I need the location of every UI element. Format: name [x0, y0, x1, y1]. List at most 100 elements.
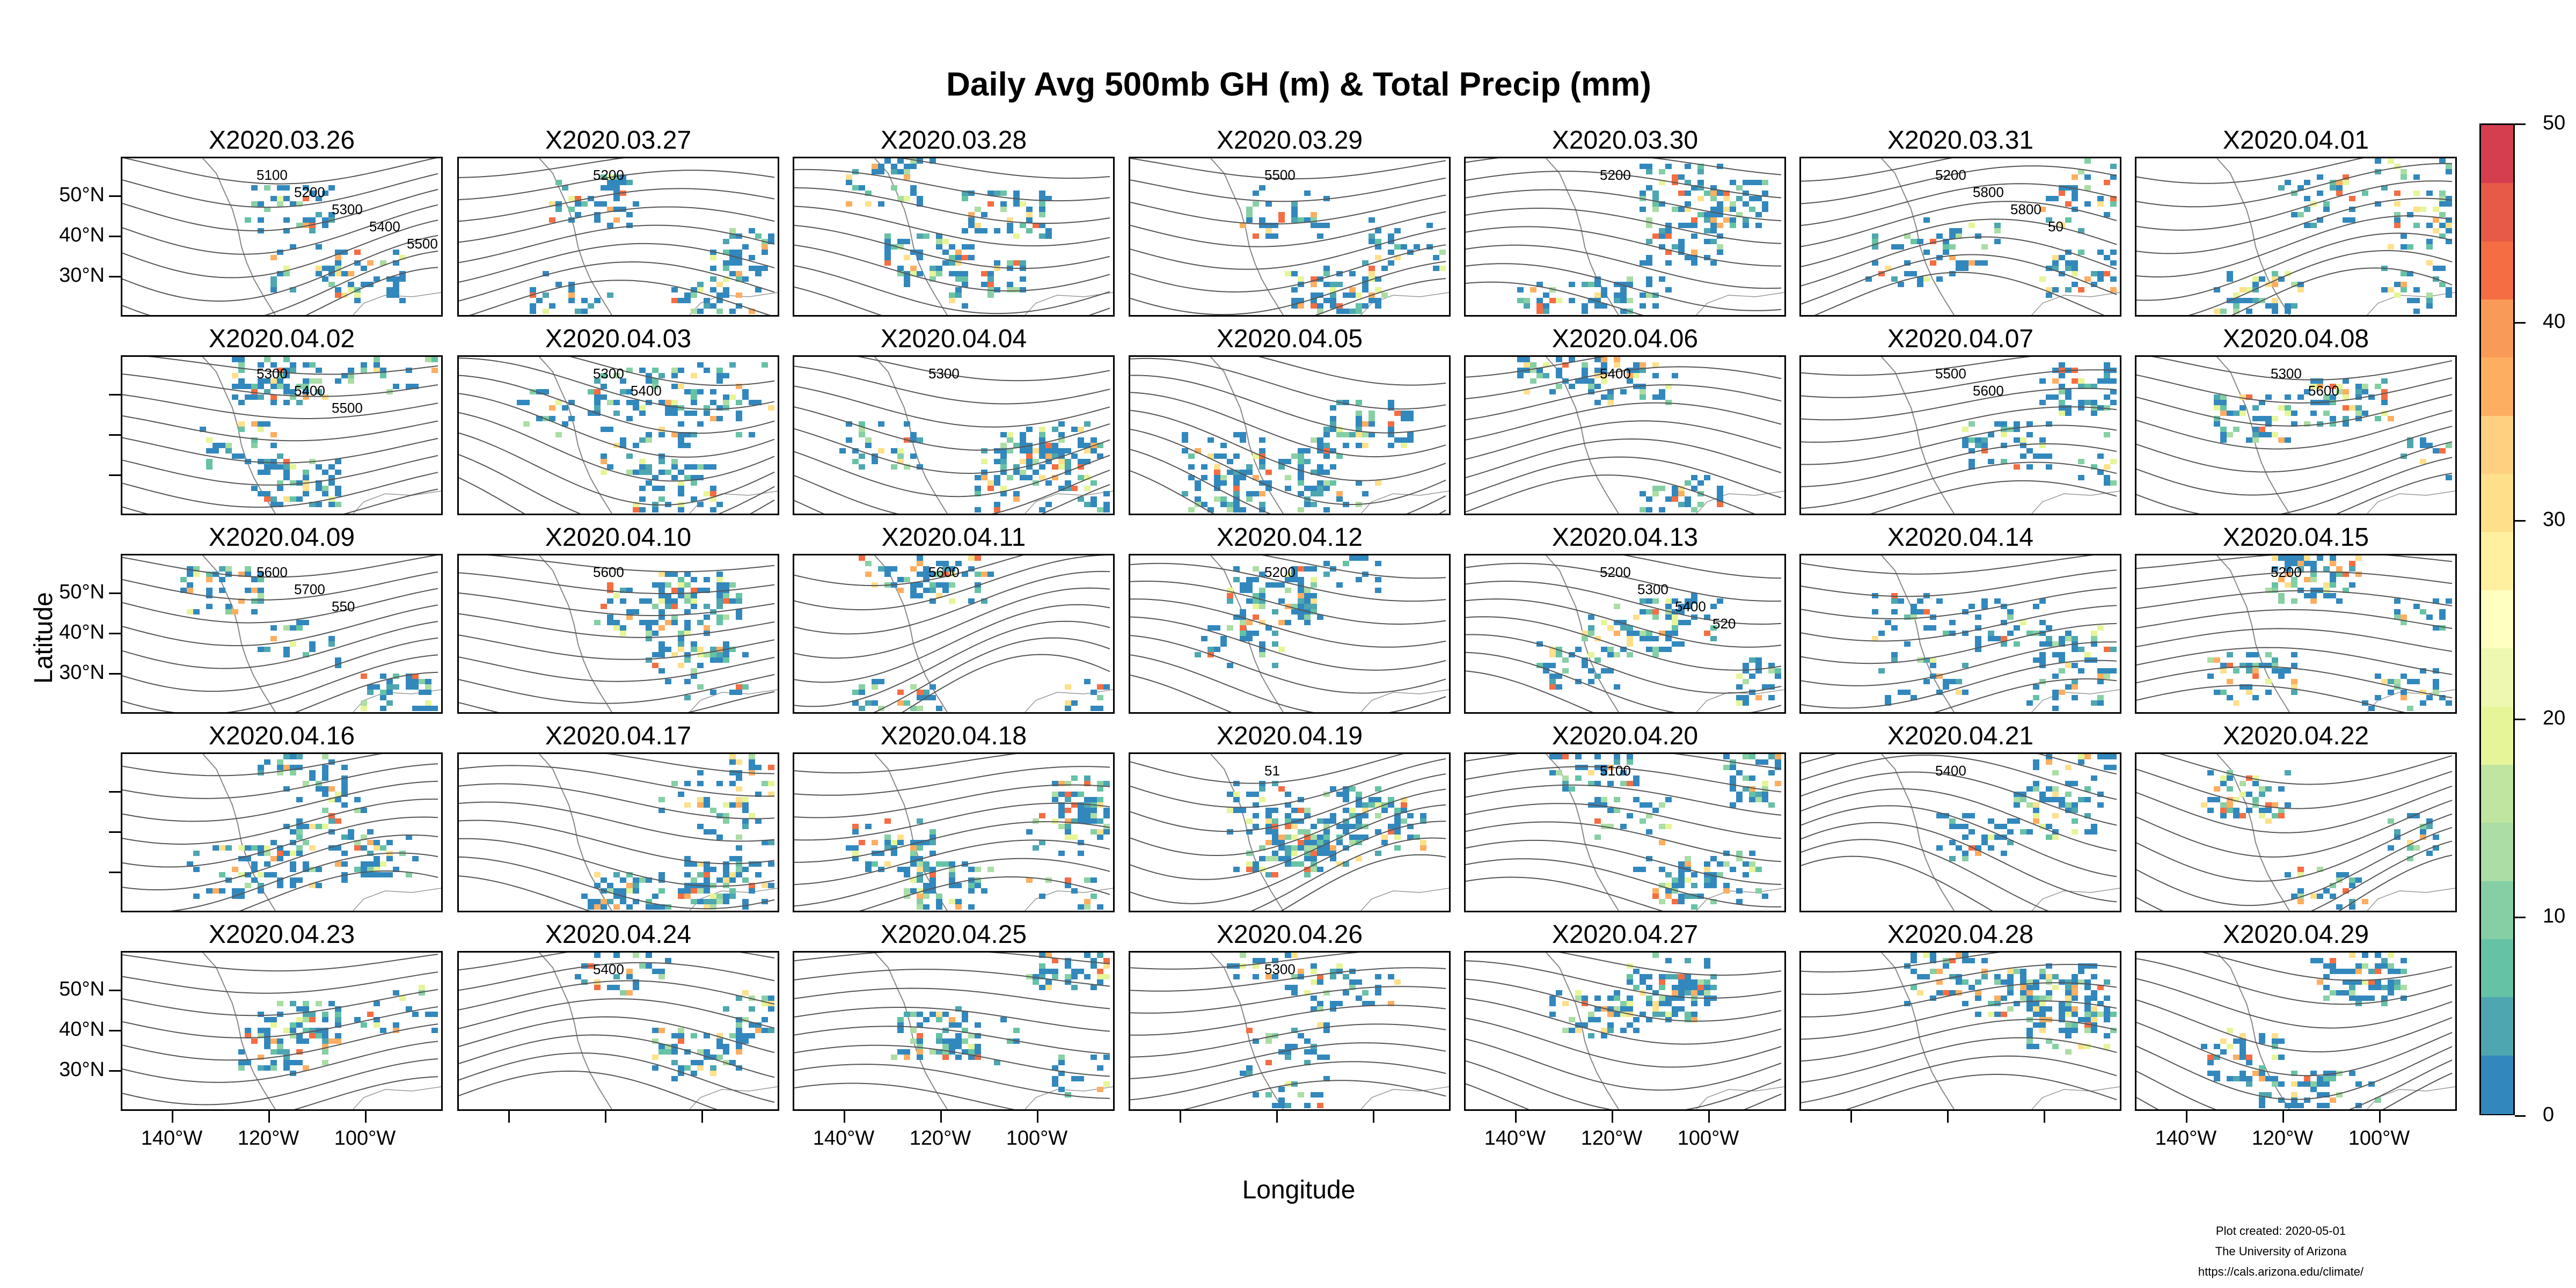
precip-cell [1691, 475, 1697, 480]
precip-cell [859, 684, 865, 690]
gh-contour [122, 571, 438, 601]
precip-cell [1943, 813, 1949, 818]
precip-cell [716, 577, 723, 582]
precip-cell [568, 217, 575, 223]
precip-cell [1039, 840, 1045, 845]
precip-cell [949, 271, 955, 276]
precip-cell [290, 1060, 296, 1065]
precip-cell [245, 1060, 251, 1065]
precip-cell [1078, 427, 1084, 432]
precip-cell [322, 792, 328, 797]
gh-contour [2336, 473, 2453, 514]
precip-cell [367, 840, 374, 845]
precip-cell [1878, 631, 1885, 636]
precip-cell [264, 759, 270, 765]
precip-cell [2227, 411, 2233, 416]
precip-cell [884, 260, 891, 266]
precip-cell [846, 421, 852, 427]
coastline [1210, 357, 1284, 514]
precip-cell [2291, 303, 2297, 309]
precip-cell [316, 1001, 322, 1006]
precip-cell [716, 620, 723, 625]
precip-cell [671, 459, 678, 464]
precip-cell [1981, 443, 1988, 448]
precip-cell [2381, 378, 2388, 384]
precip-cell [626, 180, 633, 185]
precip-cell [1356, 835, 1362, 840]
contour-label: 5600 [257, 564, 288, 580]
precip-cell [1678, 620, 1685, 625]
precip-cell [859, 453, 865, 459]
precip-cell [328, 797, 335, 802]
precip-cell [412, 706, 419, 711]
precip-cell [1911, 239, 1917, 244]
precip-cell [2297, 867, 2304, 872]
precip-cell [1246, 212, 1253, 217]
gh-contour [1130, 158, 1446, 180]
precip-cell [283, 373, 290, 378]
precip-cell [1620, 292, 1627, 298]
precip-cell [1259, 652, 1265, 657]
precip-cell [639, 411, 646, 416]
precip-cell [2227, 802, 2233, 808]
precip-cell [658, 609, 665, 614]
precip-cell [2439, 609, 2446, 614]
precip-cell [1678, 894, 1685, 899]
gh-contour [1801, 236, 2117, 287]
precip-cell [917, 856, 923, 861]
precip-cell [1640, 818, 1646, 824]
map-panel: 5600 [793, 554, 1115, 714]
precip-cell [936, 244, 942, 250]
precip-cell [736, 797, 742, 802]
precip-cell [1394, 813, 1401, 818]
gh-contour [1801, 201, 2117, 247]
precip-cell [2291, 652, 2297, 657]
precip-cell [1311, 856, 1317, 861]
precip-cell [1039, 432, 1045, 437]
precip-cell [374, 872, 380, 877]
precip-cell [594, 389, 601, 394]
precip-cell [2297, 394, 2304, 400]
precip-cell [1710, 185, 1717, 191]
gh-contour [459, 432, 775, 506]
precip-cell [588, 303, 594, 309]
gh-contour [858, 357, 1110, 382]
precip-cell [322, 470, 328, 475]
precip-cell [723, 239, 729, 244]
precip-cell [1968, 464, 1975, 470]
precip-cell [1201, 502, 1208, 507]
precip-cell [1362, 491, 1368, 496]
precip-cell [936, 894, 942, 899]
precip-cell [1317, 818, 1323, 824]
gh-contour [459, 188, 775, 222]
precip-cell [1265, 582, 1272, 588]
precip-cell [316, 464, 322, 470]
precip-cell [697, 663, 704, 668]
precip-cell [2091, 631, 2097, 636]
precip-cell [2052, 792, 2059, 797]
precip-cell [1026, 207, 1033, 212]
precip-cell [697, 464, 704, 470]
precip-cell [729, 759, 736, 765]
precip-cell [1033, 845, 1039, 851]
precip-cell [1227, 663, 1233, 668]
precip-cell [613, 373, 620, 378]
precip-cell [2110, 196, 2117, 201]
precip-cell [710, 250, 716, 255]
precip-cell [1981, 835, 1988, 840]
precip-cell [2323, 593, 2330, 598]
precip-cell [691, 389, 697, 394]
precip-cell [1620, 282, 1627, 287]
precip-cell [245, 217, 251, 223]
precip-cell [594, 620, 601, 625]
precip-cell [431, 1028, 438, 1033]
precip-cell [2046, 636, 2052, 641]
gh-contour [794, 620, 1110, 707]
map-panel-svg [1130, 357, 1449, 514]
precip-cell [1233, 867, 1240, 872]
precip-cell [1678, 250, 1685, 255]
precip-cell [1594, 657, 1601, 663]
precip-cell [1336, 840, 1343, 845]
precip-cell [1214, 496, 1220, 502]
gh-contour [1934, 678, 2117, 712]
